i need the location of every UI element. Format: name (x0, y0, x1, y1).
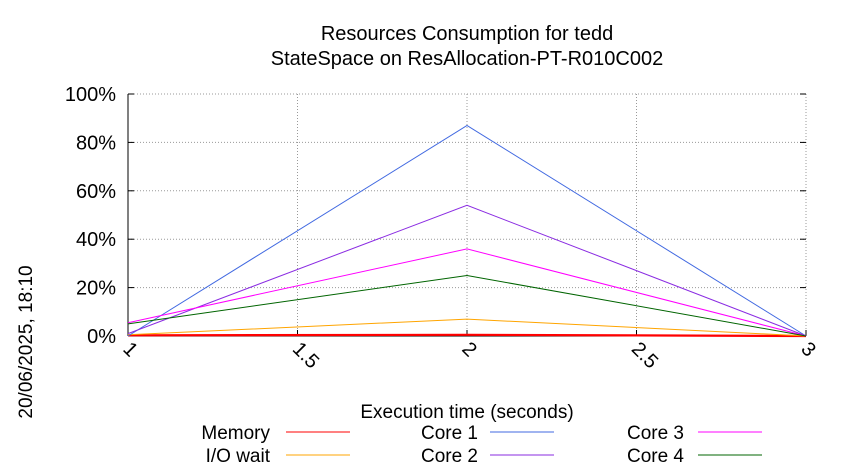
series-line-core-3 (127, 248, 807, 337)
series-line-core-2 (127, 204, 807, 337)
series-line-core-4 (127, 274, 807, 337)
legend-label-memory: Memory (201, 423, 270, 444)
legend-label-core-3: Core 3 (627, 423, 684, 444)
x-tick-labels: 1 1.5 2 2.5 3 (118, 338, 819, 373)
y-tick-label: 20% (76, 278, 116, 300)
y-tick-label: 100% (65, 84, 116, 106)
x-axis-label: Execution time (seconds) (360, 402, 573, 423)
chart-title: Resources Consumption for tedd (321, 23, 613, 45)
x-tick-label: 1.5 (288, 338, 323, 373)
x-tick-label: 2 (457, 338, 480, 361)
y-tick-label: 0% (87, 326, 116, 348)
series-line-i-o-wait (127, 318, 807, 337)
series-lines (127, 124, 807, 338)
y-tick-label: 40% (76, 229, 116, 251)
series-line-core-1 (127, 124, 807, 337)
x-tick-label: 2.5 (627, 338, 662, 373)
series-line-memory (127, 333, 807, 338)
y-tick-labels: 0% 20% 40% 60% 80% 100% (65, 84, 116, 348)
y-tick-label: 60% (76, 181, 116, 203)
grid (127, 93, 807, 337)
x-tick-label: 1 (118, 338, 141, 361)
x-tick-label: 3 (796, 338, 819, 361)
legend-label-core-4: Core 4 (627, 446, 684, 467)
legend-label-core-1: Core 1 (421, 423, 478, 444)
legend-label-core-2: Core 2 (421, 446, 478, 467)
timestamp-label: 20/06/2025, 18:10 (16, 265, 37, 418)
y-tick-label: 80% (76, 132, 116, 154)
chart-subtitle: StateSpace on ResAllocation-PT-R010C002 (271, 48, 663, 70)
legend-label-i-o-wait: I/O wait (206, 446, 271, 467)
